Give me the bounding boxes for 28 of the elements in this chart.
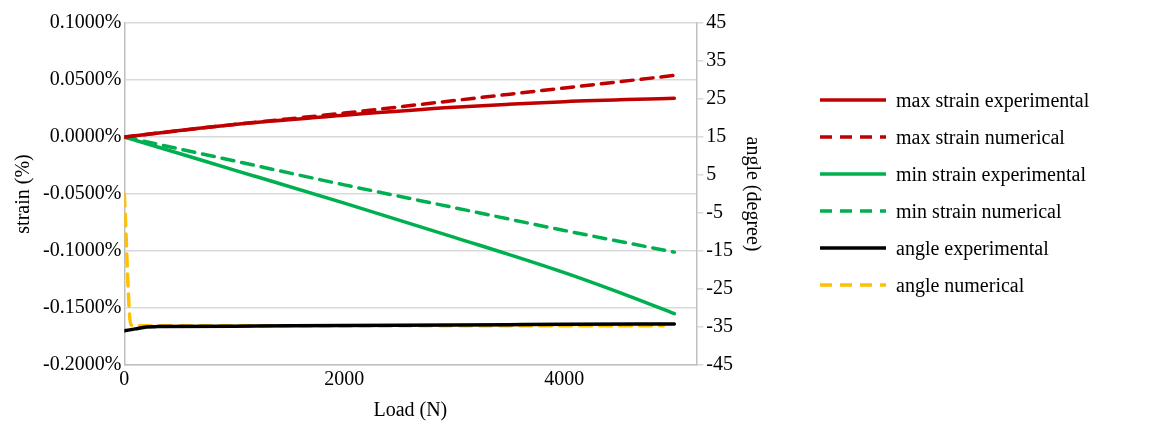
y2-tick-label: 35 xyxy=(706,48,727,71)
y2-tick-label: 15 xyxy=(706,124,727,147)
x-tick-label: 4000 xyxy=(544,367,585,390)
y-tick-label: -0.0500% xyxy=(42,181,122,204)
legend-label: min strain numerical xyxy=(896,199,1062,223)
x-tick-label: 2000 xyxy=(324,367,365,390)
legend-label: max strain numerical xyxy=(896,125,1065,149)
y2-tick-label: 45 xyxy=(706,10,727,33)
y2-tick-label: -15 xyxy=(706,238,734,261)
y2-tick-label: -35 xyxy=(706,314,734,337)
line-series xyxy=(124,322,677,333)
y-tick-label: -0.1500% xyxy=(42,295,122,318)
y2-tick-label: -25 xyxy=(706,276,734,299)
y2-tick-label: -5 xyxy=(706,200,724,223)
y2-tick-label: 25 xyxy=(706,86,727,109)
y2-tick-label: -45 xyxy=(706,352,734,375)
x-axis-title: Load (N) xyxy=(373,398,448,422)
y-tick-label: 0.0500% xyxy=(49,67,122,90)
legend-label: min strain experimental xyxy=(896,162,1086,186)
y2-tick-label: 5 xyxy=(706,162,717,185)
y2-axis-title: angle (degree) xyxy=(741,136,765,252)
y-tick-label: -0.1000% xyxy=(42,238,122,261)
y-tick-label: 0.1000% xyxy=(49,10,122,33)
legend-label: max strain experimental xyxy=(896,88,1090,112)
y-axis-title: strain (%) xyxy=(11,154,35,234)
legend-label: angle numerical xyxy=(896,273,1025,297)
legend-label: angle experimental xyxy=(896,236,1049,260)
y-tick-label: 0.0000% xyxy=(49,124,122,147)
